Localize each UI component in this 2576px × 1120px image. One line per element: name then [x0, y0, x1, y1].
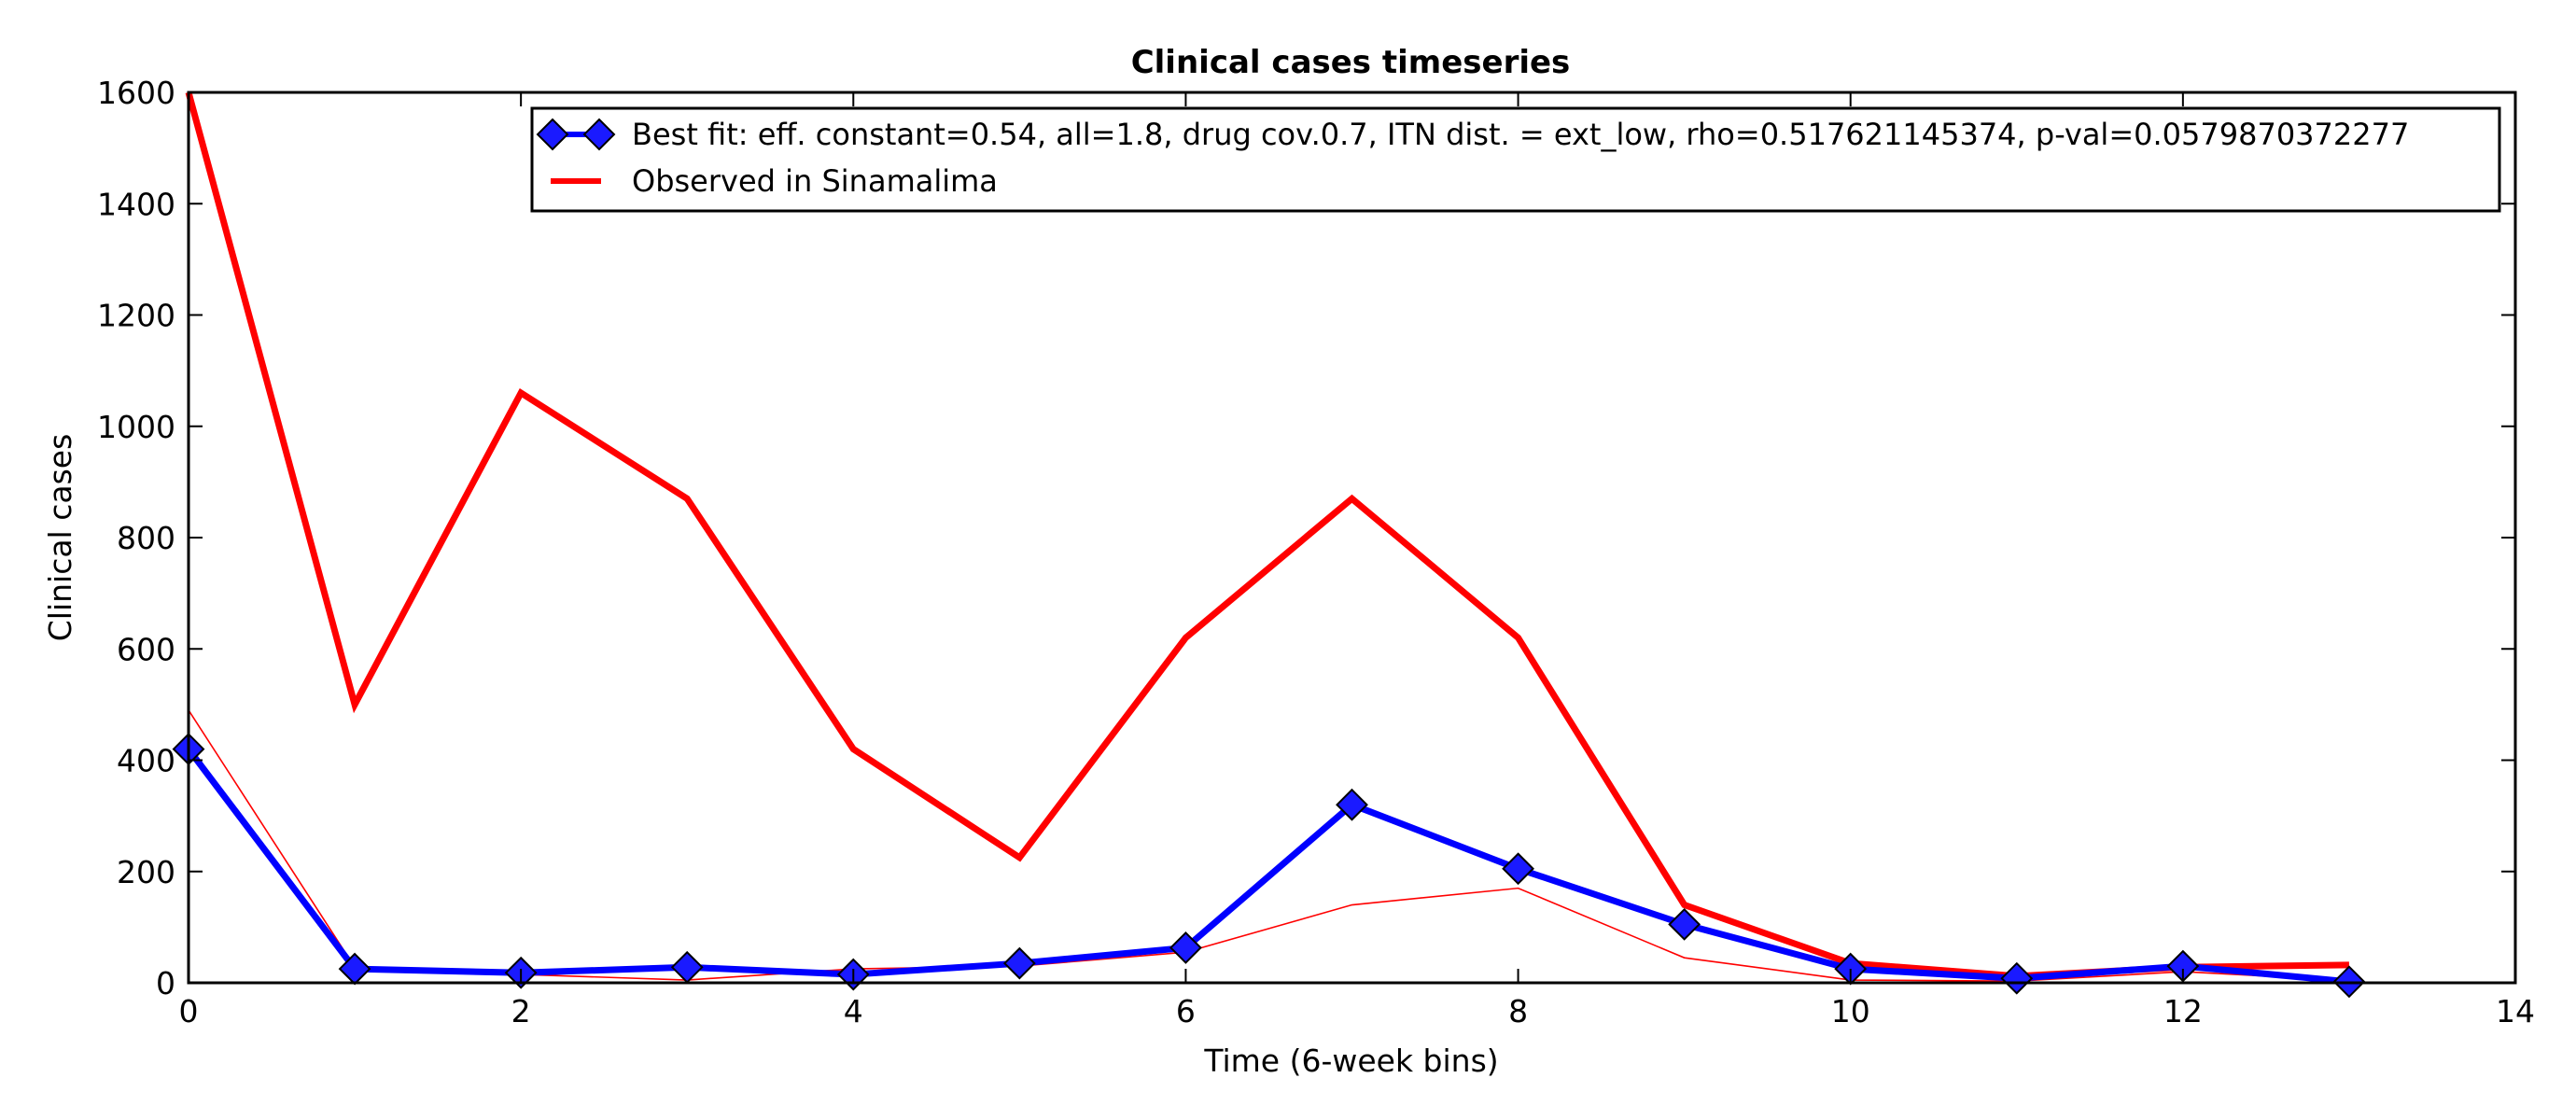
x-tick-label: 6	[1176, 993, 1196, 1029]
legend-marker-best-fit	[536, 118, 569, 151]
chart-title: Clinical cases timeseries	[1131, 44, 1571, 81]
y-tick-label: 1200	[97, 298, 175, 334]
y-axis-label: Clinical cases	[42, 434, 78, 642]
legend: Best fit: eff. constant=0.54, all=1.8, d…	[530, 106, 2501, 213]
y-tick-label: 800	[117, 520, 175, 556]
series-line-observed-secondary	[188, 709, 2349, 983]
best-fit-point	[2000, 961, 2034, 995]
y-tick-label: 200	[117, 854, 175, 890]
ticks-layer: 0 2 4 6 8 10 12 14 0 200 400 600 800 1000 1200 1400 1600	[97, 75, 2535, 1029]
series-line-best-fit	[186, 747, 2350, 986]
y-tick-label: 400	[117, 743, 175, 779]
x-tick-label: 0	[179, 993, 199, 1029]
best-fit-point	[1668, 907, 1701, 941]
series-layer	[172, 91, 2366, 999]
best-fit-point	[1502, 852, 1534, 886]
best-fit-point	[1336, 788, 1368, 821]
x-tick-label: 10	[1831, 993, 1870, 1029]
x-tick-label: 12	[2163, 993, 2203, 1029]
y-tick-label: 1600	[97, 75, 175, 111]
plot-frame	[187, 91, 2517, 985]
legend-label-best-fit: Best fit: eff. constant=0.54, all=1.8, d…	[632, 117, 2409, 152]
y-tick-label: 1400	[97, 186, 175, 222]
x-tick-label: 4	[844, 993, 863, 1029]
x-tick-label: 14	[2496, 993, 2535, 1029]
y-tick-label: 0	[156, 965, 175, 1001]
legend-marker-best-fit	[582, 118, 616, 151]
legend-label-observed: Observed in Sinamalima	[632, 163, 998, 199]
best-fit-point	[1002, 946, 1036, 980]
x-tick-label: 2	[511, 993, 531, 1029]
y-tick-label: 1000	[97, 409, 175, 445]
x-tick-label: 8	[1508, 993, 1528, 1029]
y-tick-label: 600	[117, 631, 175, 667]
x-axis-label: Time (6-week bins)	[1203, 1043, 1498, 1079]
legend-box	[530, 106, 2501, 213]
best-fit-point	[1169, 931, 1202, 964]
